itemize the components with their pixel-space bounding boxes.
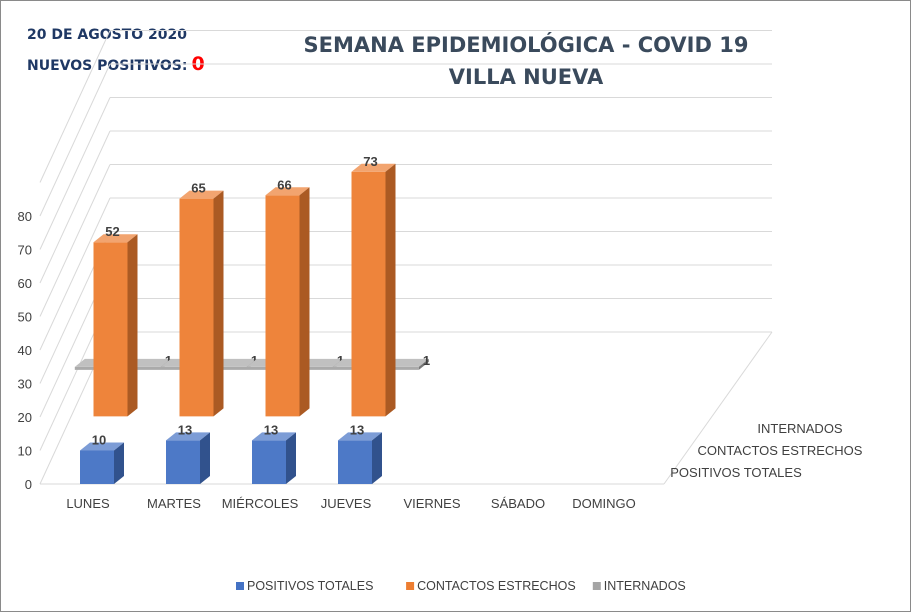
gridline-side bbox=[39, 197, 111, 351]
legend-entry: CONTACTOS ESTRECHOS bbox=[417, 579, 576, 593]
data-label: 1 bbox=[165, 353, 172, 368]
bar-side bbox=[200, 432, 210, 484]
gridline-side bbox=[39, 130, 111, 284]
depth-axis-label: INTERNADOS bbox=[757, 421, 843, 436]
bar-positivos bbox=[80, 450, 114, 484]
bar-side bbox=[114, 442, 124, 484]
data-label: 65 bbox=[191, 181, 205, 196]
depth-axis-label: CONTACTOS ESTRECHOS bbox=[698, 443, 863, 458]
depth-axis-label: POSITIVOS TOTALES bbox=[670, 465, 802, 480]
x-tick-label: SÁBADO bbox=[491, 496, 545, 511]
x-tick-label: MIÉRCOLES bbox=[222, 496, 299, 511]
data-label: 52 bbox=[105, 224, 119, 239]
chart-title: SEMANA EPIDEMIOLÓGICA - COVID 19 bbox=[303, 33, 749, 57]
x-tick-label: JUEVES bbox=[321, 496, 372, 511]
x-tick-label: LUNES bbox=[66, 496, 110, 511]
data-label: 13 bbox=[350, 422, 364, 437]
legend-entry: POSITIVOS TOTALES bbox=[247, 579, 373, 593]
y-tick-label: 70 bbox=[18, 243, 32, 258]
y-tick-label: 50 bbox=[18, 310, 32, 325]
legend-entry: INTERNADOS bbox=[604, 579, 686, 593]
y-tick-label: 80 bbox=[18, 209, 32, 224]
bar-top bbox=[338, 432, 382, 441]
bar-top bbox=[80, 442, 124, 451]
y-tick-label: 20 bbox=[18, 410, 32, 425]
data-label: 66 bbox=[277, 177, 291, 192]
bar-contactos bbox=[179, 198, 214, 417]
new-positives-label: NUEVOS POSITIVOS: bbox=[27, 58, 188, 74]
data-label: 73 bbox=[363, 154, 377, 169]
bar-top bbox=[351, 163, 396, 172]
y-tick-label: 10 bbox=[18, 444, 32, 459]
bar-side bbox=[286, 432, 296, 484]
bar-top bbox=[166, 432, 210, 441]
x-tick-label: DOMINGO bbox=[572, 496, 636, 511]
legend-swatch bbox=[592, 582, 601, 590]
data-label: 1 bbox=[251, 353, 258, 368]
gridline-side bbox=[39, 97, 111, 250]
bar-top bbox=[93, 234, 138, 243]
bar-positivos bbox=[338, 440, 372, 484]
x-tick-label: MARTES bbox=[147, 496, 201, 511]
bar-top bbox=[265, 187, 310, 196]
bar-side bbox=[127, 234, 138, 417]
y-tick-label: 40 bbox=[18, 343, 32, 358]
x-tick-label: VIERNES bbox=[403, 496, 460, 511]
bar-top bbox=[179, 190, 224, 199]
data-label: 10 bbox=[92, 433, 106, 448]
data-label: 1 bbox=[423, 353, 430, 368]
bar-side bbox=[299, 187, 310, 417]
data-label: 1 bbox=[337, 353, 344, 368]
y-tick-label: 60 bbox=[18, 276, 32, 291]
bar-top bbox=[252, 432, 296, 441]
data-label: 13 bbox=[178, 422, 192, 437]
bar-contactos bbox=[351, 171, 386, 417]
y-tick-label: 30 bbox=[18, 377, 32, 392]
data-label: 13 bbox=[264, 422, 278, 437]
bar-contactos bbox=[265, 195, 300, 417]
bar-contactos bbox=[93, 242, 128, 417]
gridline-side bbox=[39, 164, 111, 317]
gridline-side bbox=[39, 30, 111, 183]
y-tick-label: 0 bbox=[25, 477, 32, 492]
bar-side bbox=[385, 163, 396, 417]
bar-positivos bbox=[252, 440, 286, 484]
bar-side bbox=[372, 432, 382, 484]
bar-positivos bbox=[166, 440, 200, 484]
legend-swatch bbox=[236, 582, 244, 590]
bar-side bbox=[213, 190, 224, 417]
floor-edge bbox=[663, 331, 773, 485]
chart-subtitle: VILLA NUEVA bbox=[448, 65, 604, 89]
gridline-side bbox=[39, 63, 111, 217]
bar-side bbox=[418, 358, 429, 370]
legend-swatch bbox=[406, 582, 415, 590]
